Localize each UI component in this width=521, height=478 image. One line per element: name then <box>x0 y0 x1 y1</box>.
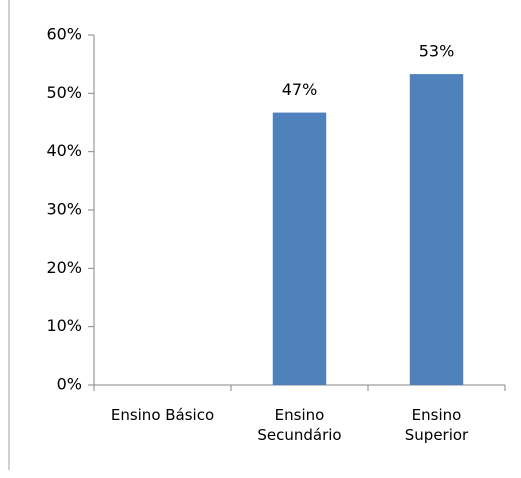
y-tick-label: 40% <box>46 141 82 160</box>
value-label: 53% <box>419 42 455 61</box>
x-tick-label: Ensino Básico <box>110 406 215 424</box>
y-tick-label: 0% <box>57 375 82 394</box>
y-tick-label: 50% <box>46 83 82 102</box>
y-tick-label: 60% <box>46 25 82 44</box>
y-tick-label: 20% <box>46 258 82 277</box>
value-label: 47% <box>282 80 318 99</box>
x-tick-label: Ensino Superior <box>404 406 469 444</box>
y-tick-label: 30% <box>46 200 82 219</box>
bar <box>272 112 327 385</box>
x-tick-label: Ensino Secundário <box>257 406 342 444</box>
bar <box>409 74 464 385</box>
y-tick-label: 10% <box>46 316 82 335</box>
